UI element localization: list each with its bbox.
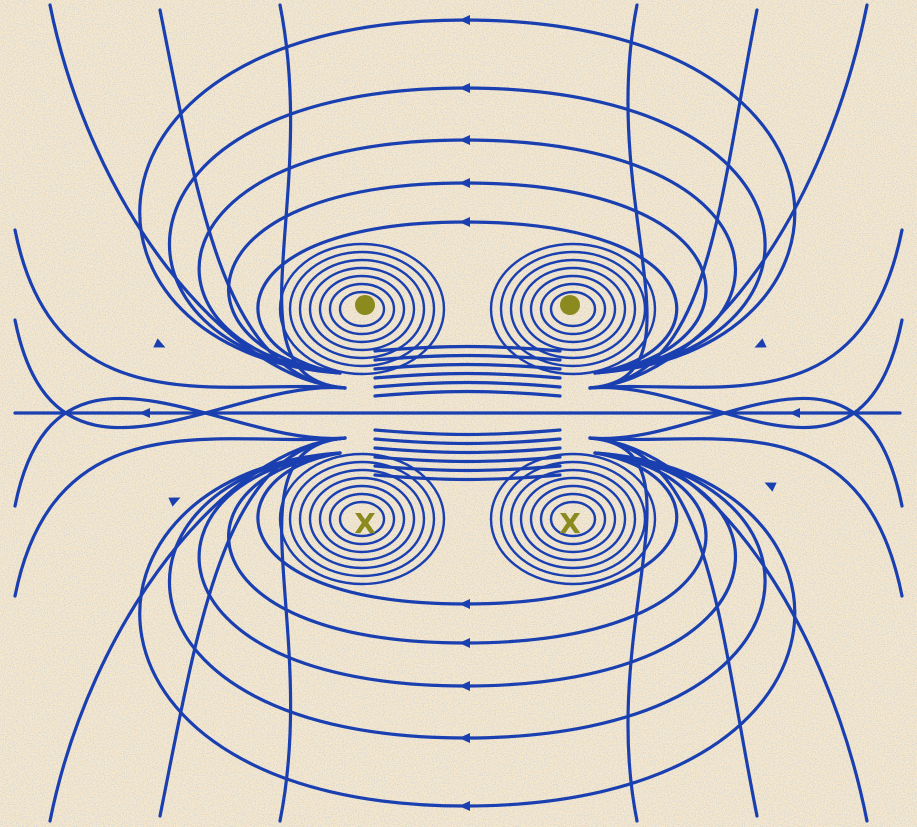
arrow-outer-right bbox=[754, 338, 767, 348]
field-line-outer-upper-right bbox=[588, 8, 759, 390]
field-line-outer-upper-right bbox=[588, 228, 904, 390]
field-line-outer-upper-right bbox=[588, 3, 649, 390]
field-line-outer-lower-left bbox=[13, 396, 347, 508]
field-loop-around-conductor bbox=[328, 282, 396, 336]
field-line-center-lower bbox=[373, 464, 562, 473]
field-loop-around-conductor bbox=[519, 266, 627, 352]
arrow-axis-right bbox=[789, 408, 800, 418]
field-loop-around-conductor bbox=[499, 460, 647, 578]
field-line-center-upper bbox=[373, 371, 562, 380]
arrow-bottom-loop bbox=[459, 801, 470, 811]
field-loop-around-conductor bbox=[539, 282, 607, 336]
field-line-outer-lower-left bbox=[48, 436, 347, 823]
field-line-outer-lower-right bbox=[588, 436, 649, 823]
field-line-outer-lower-right bbox=[588, 396, 904, 508]
field-loop-around-conductor bbox=[519, 476, 627, 562]
field-line-outer-lower-right bbox=[588, 436, 759, 818]
arrow-bottom-loop bbox=[459, 733, 470, 743]
arrow-top-loop bbox=[459, 135, 470, 145]
field-line-center-upper bbox=[373, 380, 562, 389]
conductor-label: X bbox=[354, 507, 376, 540]
field-line-center-upper bbox=[373, 344, 562, 353]
arrow-outer-lower-right bbox=[764, 482, 777, 492]
field-loop-around-conductor bbox=[288, 460, 436, 578]
field-loop-around-conductor bbox=[529, 484, 617, 554]
arrow-axis-left bbox=[139, 408, 150, 418]
field-loop-around-conductor bbox=[539, 492, 607, 546]
current-out-dot-icon bbox=[560, 295, 580, 315]
field-line-outer-upper-left bbox=[278, 3, 347, 390]
field-line-outer-upper-left bbox=[13, 228, 347, 390]
conductor-label: X bbox=[559, 507, 581, 540]
field-loop-around-conductor bbox=[549, 290, 597, 328]
arrow-top-loop bbox=[459, 217, 470, 227]
field-line-center-upper bbox=[373, 353, 562, 362]
field-loop-around-conductor bbox=[288, 250, 436, 368]
arrow-outer-lower-left bbox=[168, 497, 181, 507]
arrow-bottom-loop bbox=[459, 599, 470, 609]
field-loop-around-conductor bbox=[489, 452, 657, 586]
field-line-center-lower bbox=[373, 455, 562, 464]
field-loop-around-conductor bbox=[308, 266, 416, 352]
field-line-outer-lower-left bbox=[278, 436, 347, 823]
field-line-outer-lower-right bbox=[588, 436, 904, 598]
field-loop-around-conductor bbox=[318, 484, 406, 554]
field-line-outer-upper-right bbox=[588, 3, 869, 390]
current-in-cross-icon: X bbox=[559, 507, 581, 540]
arrow-top-loop bbox=[459, 178, 470, 188]
field-line-center-lower bbox=[373, 428, 562, 437]
field-loop-around-conductor bbox=[549, 500, 597, 538]
field-loop-around-conductor bbox=[338, 500, 386, 538]
field-line-center-upper bbox=[373, 362, 562, 371]
field-loop-around-conductor bbox=[278, 452, 446, 586]
current-in-cross-icon: X bbox=[354, 507, 376, 540]
field-line-outer-lower-left bbox=[158, 436, 347, 818]
field-loop-around-conductor bbox=[509, 468, 637, 570]
field-line-outer-upper-left bbox=[158, 8, 347, 390]
field-loop-around-conductor bbox=[509, 258, 637, 360]
field-line-outer-upper-right bbox=[588, 318, 904, 430]
field-line-outer-upper-left bbox=[48, 3, 347, 390]
field-loop-around-conductor bbox=[308, 476, 416, 562]
field-loop-around-conductor bbox=[338, 290, 386, 328]
field-line-center-lower bbox=[373, 473, 562, 482]
field-line-center-upper bbox=[373, 389, 562, 398]
field-loop-around-conductor bbox=[278, 242, 446, 376]
arrow-bottom-loop bbox=[459, 638, 470, 648]
field-loop-around-conductor bbox=[328, 492, 396, 546]
current-out-dot-icon bbox=[355, 295, 375, 315]
field-loop-around-conductor bbox=[318, 274, 406, 344]
field-line-outer-lower-right bbox=[588, 436, 869, 823]
field-line-center-lower bbox=[373, 446, 562, 455]
field-line-outer-upper-left bbox=[13, 318, 347, 430]
arrow-bottom-loop bbox=[459, 681, 470, 691]
field-loop-around-conductor bbox=[499, 250, 647, 368]
arrow-top-loop bbox=[459, 83, 470, 93]
field-loop-around-conductor bbox=[298, 468, 426, 570]
arrow-outer-left bbox=[153, 338, 166, 348]
field-loop-around-conductor bbox=[298, 258, 426, 360]
arrow-top-loop bbox=[459, 15, 470, 25]
direction-arrows bbox=[139, 15, 800, 811]
field-loop-around-conductor bbox=[489, 242, 657, 376]
field-line-center-lower bbox=[373, 437, 562, 446]
field-line-outer-lower-left bbox=[13, 436, 347, 598]
field-loop-around-conductor bbox=[529, 274, 617, 344]
